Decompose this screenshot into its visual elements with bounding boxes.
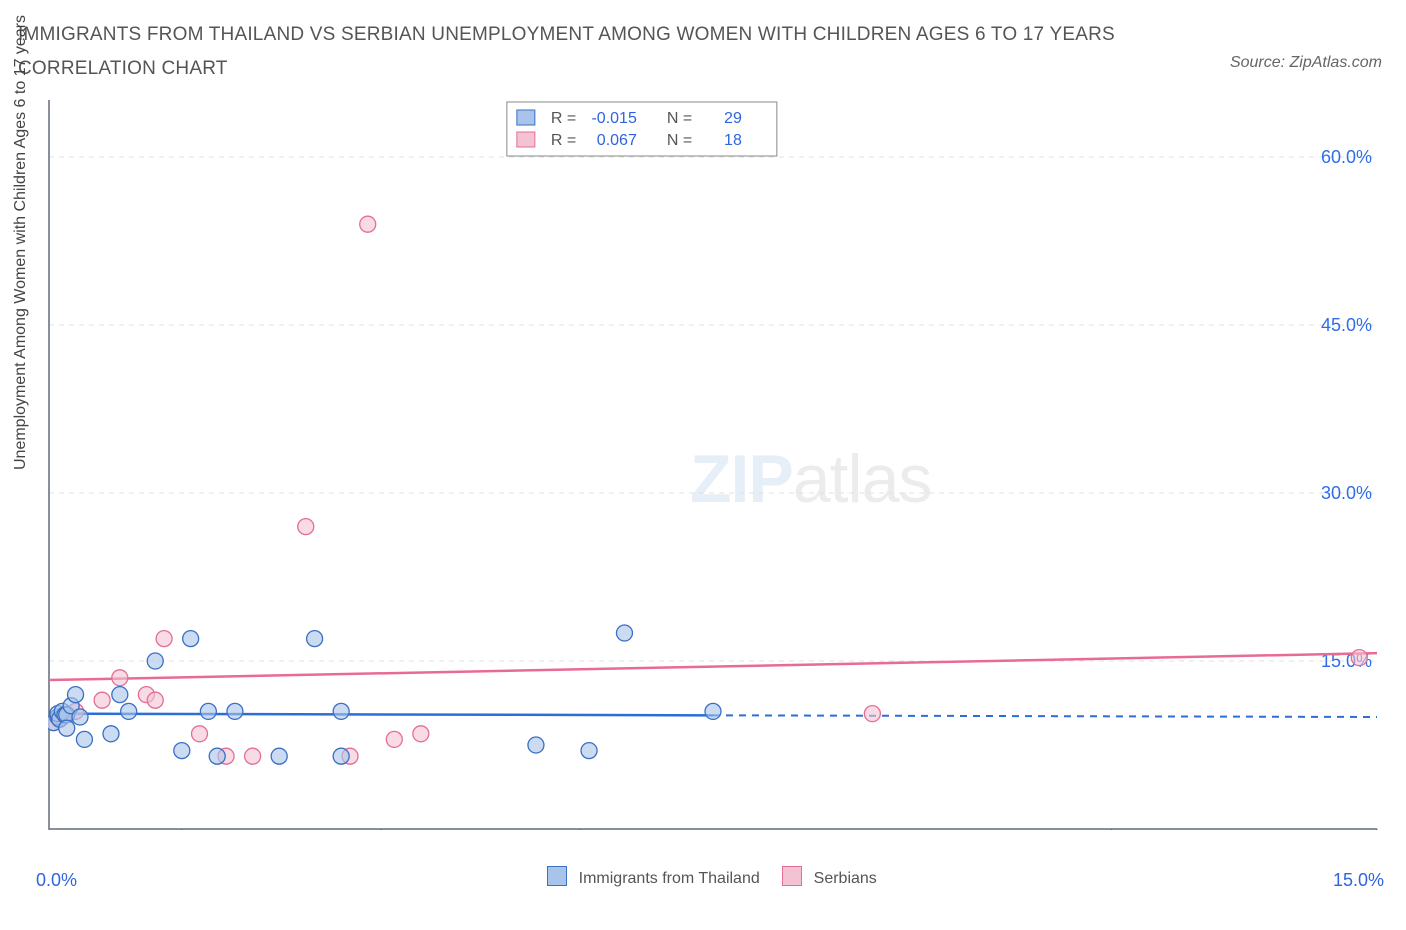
source-label: Source: ZipAtlas.com — [1230, 54, 1382, 72]
svg-text:60.0%: 60.0% — [1321, 147, 1372, 167]
svg-text:-0.015: -0.015 — [591, 110, 636, 127]
svg-text:R =: R = — [551, 110, 576, 127]
legend-label-blue: Immigrants from Thailand — [579, 870, 760, 887]
legend-label-pink: Serbians — [814, 870, 877, 887]
svg-text:N =: N = — [667, 110, 692, 127]
svg-text:N =: N = — [667, 132, 692, 149]
svg-text:29: 29 — [724, 110, 742, 127]
scatter-plot: 15.0%30.0%45.0%60.0%R =-0.015N =29R =0.0… — [48, 100, 1378, 830]
svg-text:R =: R = — [551, 132, 576, 149]
svg-text:30.0%: 30.0% — [1321, 483, 1372, 503]
legend-swatch-blue — [547, 866, 567, 886]
chart-title: IMMIGRANTS FROM THAILAND VS SERBIAN UNEM… — [18, 18, 1158, 86]
bottom-legend: Immigrants from Thailand Serbians — [0, 866, 1406, 888]
svg-text:0.067: 0.067 — [597, 132, 637, 149]
svg-text:18: 18 — [724, 132, 742, 149]
y-axis-label: Unemployment Among Women with Children A… — [12, 15, 30, 470]
legend-swatch-pink — [782, 866, 802, 886]
svg-text:45.0%: 45.0% — [1321, 315, 1372, 335]
